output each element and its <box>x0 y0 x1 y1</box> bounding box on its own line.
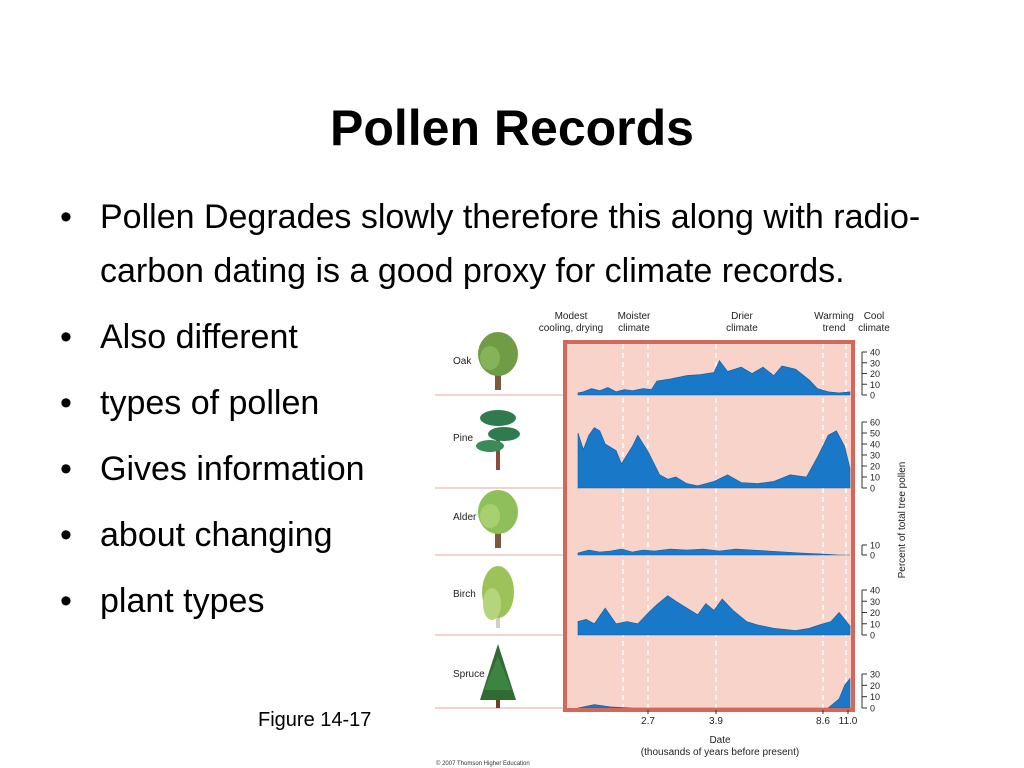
period-header-sub: cooling, drying <box>539 323 603 334</box>
diagram-panel-border <box>563 340 855 712</box>
x-tick-label: 3.9 <box>709 716 723 727</box>
scale-tick-label: 40 <box>870 348 880 358</box>
period-header: Modest <box>555 311 588 322</box>
scale-tick-label: 20 <box>870 681 880 691</box>
period-header-sub: climate <box>726 323 758 334</box>
area-oak <box>577 360 851 396</box>
tree-name-label: Oak <box>453 356 472 367</box>
scale-tick-label: 0 <box>870 484 875 494</box>
period-header-sub: climate <box>618 323 650 334</box>
figure-label: Figure 14-17 <box>258 709 372 731</box>
bullet-item: types of pollen <box>60 376 960 430</box>
period-lines <box>622 344 847 708</box>
oak-tree-icon <box>478 332 518 390</box>
period-header: Warming <box>814 311 854 322</box>
pollen-series <box>577 360 851 709</box>
pine-tree-icon <box>476 410 520 470</box>
spruce-tree-icon <box>480 644 516 708</box>
period-header-sub: climate <box>858 323 890 334</box>
y-scales: 0102030400102030405060010010203040010203… <box>861 348 880 714</box>
scale-tick-label: 40 <box>870 586 880 596</box>
y-axis-label: Percent of total tree pollen <box>897 462 908 579</box>
period-header: Moister <box>618 311 651 322</box>
tree-name-label: Spruce <box>453 669 485 680</box>
bullet-item: about changing <box>60 508 960 562</box>
area-birch <box>577 595 851 636</box>
tree-name-label: Pine <box>453 433 473 444</box>
bullet-item: Pollen Degrades slowly therefore this al… <box>60 190 960 298</box>
birch-tree-icon <box>482 566 514 628</box>
period-header-sub: trend <box>823 323 846 334</box>
x-axis-ticks: 2.7 3.9 8.6 11.0 <box>641 710 858 727</box>
slide-title: Pollen Records <box>330 99 694 156</box>
diagram-panel <box>565 342 853 710</box>
tree-name-label: Birch <box>453 589 476 600</box>
scale-tick-label: 50 <box>870 429 880 439</box>
scale-tick-label: 20 <box>870 462 880 472</box>
x-tick-label: 11.0 <box>839 716 858 727</box>
scale-tick-label: 0 <box>870 391 875 401</box>
tree-name-label: Alder <box>453 512 477 523</box>
bullet-item: Gives information <box>60 442 960 496</box>
scale-tick-label: 30 <box>870 670 880 680</box>
scale-tick-label: 10 <box>870 692 880 702</box>
bullet-item: plant types <box>60 574 960 628</box>
period-header: Drier <box>731 311 753 322</box>
copyright-text: © 2007 Thomson Higher Education <box>436 760 530 767</box>
x-tick-label: 8.6 <box>816 716 830 727</box>
scale-tick-label: 30 <box>870 597 880 607</box>
scale-tick-label: 0 <box>870 551 875 561</box>
scale-tick-label: 10 <box>870 473 880 483</box>
area-alder <box>577 548 850 556</box>
scale-tick-label: 10 <box>870 380 880 390</box>
x-tick-label: 2.7 <box>641 716 655 727</box>
scale-tick-label: 30 <box>870 451 880 461</box>
alder-tree-icon <box>478 490 518 548</box>
bullet-list: Pollen Degrades slowly therefore this al… <box>60 190 960 628</box>
area-pine <box>577 427 851 489</box>
x-axis-label: Date <box>709 735 731 746</box>
scale-tick-label: 30 <box>870 358 880 368</box>
bullet-item: Also different <box>60 310 960 364</box>
scale-tick-label: 40 <box>870 440 880 450</box>
x-axis-label-sub: (thousands of years before present) <box>641 747 799 758</box>
scale-tick-label: 20 <box>870 608 880 618</box>
scale-tick-label: 0 <box>870 631 875 641</box>
scale-tick-label: 20 <box>870 369 880 379</box>
scale-tick-label: 10 <box>870 541 880 551</box>
scale-tick-label: 0 <box>870 704 875 714</box>
scale-tick-label: 10 <box>870 619 880 629</box>
tree-icons: Oak Pine Alder Birch Spruce <box>453 332 520 708</box>
scale-tick-label: 60 <box>870 418 880 428</box>
period-header: Cool <box>864 311 885 322</box>
